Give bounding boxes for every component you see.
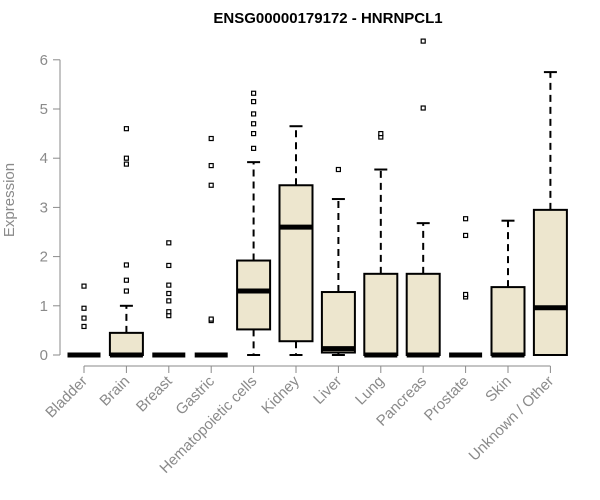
box-group xyxy=(67,283,101,358)
box-group xyxy=(363,131,399,358)
outlier-point xyxy=(81,283,87,289)
outlier-point xyxy=(208,162,214,169)
outlier-point xyxy=(463,291,469,298)
outlier-point xyxy=(420,38,426,44)
x-tick-label: Brain xyxy=(96,373,133,410)
box-group xyxy=(108,126,144,358)
y-tick-label: 0 xyxy=(40,347,48,364)
x-tick-label: Lung xyxy=(352,373,388,409)
box-group xyxy=(405,38,441,358)
outlier-point xyxy=(251,99,257,105)
box-iqr xyxy=(363,272,399,357)
outlier-point xyxy=(251,145,257,151)
box-group xyxy=(490,219,526,358)
outlier-point xyxy=(123,288,130,294)
box-group xyxy=(152,240,186,358)
outlier-point xyxy=(166,282,172,288)
outlier-point xyxy=(166,298,172,304)
box-group xyxy=(320,166,356,356)
box-group xyxy=(449,216,483,358)
y-tick-label: 2 xyxy=(40,249,48,266)
boxes-group xyxy=(67,38,568,358)
box-iqr xyxy=(405,272,441,357)
outlier-point xyxy=(123,155,130,161)
outlier-point xyxy=(208,316,214,322)
outlier-point xyxy=(378,131,384,137)
y-axis: 0 1 2 3 4 5 6 xyxy=(40,52,61,364)
outlier-point xyxy=(81,305,87,311)
box-iqr xyxy=(108,331,144,356)
box-group xyxy=(278,125,314,356)
outlier-point xyxy=(251,111,257,117)
box-iqr xyxy=(236,259,272,331)
outlier-point xyxy=(208,182,214,188)
y-tick-label: 3 xyxy=(40,199,48,216)
x-tick-label: Bladder xyxy=(42,373,91,422)
outlier-point xyxy=(420,105,426,111)
x-tick-label: Liver xyxy=(310,373,345,408)
outlier-point xyxy=(251,121,257,127)
box-iqr xyxy=(532,208,568,356)
outlier-point xyxy=(166,290,172,297)
y-tick-label: 5 xyxy=(40,101,48,118)
outlier-point xyxy=(123,126,130,132)
box-iqr xyxy=(278,184,314,343)
box-iqr xyxy=(320,291,356,354)
chart-title: ENSG00000179172 - HNRNPCL1 xyxy=(213,10,442,27)
box-group xyxy=(236,90,272,356)
box-iqr xyxy=(490,286,526,357)
outlier-point xyxy=(81,315,87,321)
x-tick-label: Prostate xyxy=(421,373,473,425)
box-group xyxy=(532,71,568,356)
y-tick-label: 6 xyxy=(40,52,48,69)
outlier-point xyxy=(123,262,130,268)
outlier-point xyxy=(166,309,172,315)
outlier-point xyxy=(463,232,469,239)
x-tick-label: Skin xyxy=(482,373,515,406)
outlier-point xyxy=(335,166,341,173)
outlier-point xyxy=(81,323,87,330)
y-tick-label: 1 xyxy=(40,298,48,315)
y-tick-label: 4 xyxy=(40,150,48,167)
outlier-point xyxy=(123,161,130,167)
outlier-point xyxy=(251,131,257,137)
outlier-point xyxy=(166,262,172,269)
box-group xyxy=(194,135,228,358)
outlier-point xyxy=(251,90,257,96)
outlier-point xyxy=(123,277,130,283)
x-tick-label: Kidney xyxy=(258,372,303,417)
outlier-point xyxy=(166,240,172,246)
outlier-point xyxy=(463,216,469,222)
x-tick-label: Breast xyxy=(133,372,176,415)
outlier-point xyxy=(208,135,214,142)
y-axis-label: Expression xyxy=(1,163,18,237)
